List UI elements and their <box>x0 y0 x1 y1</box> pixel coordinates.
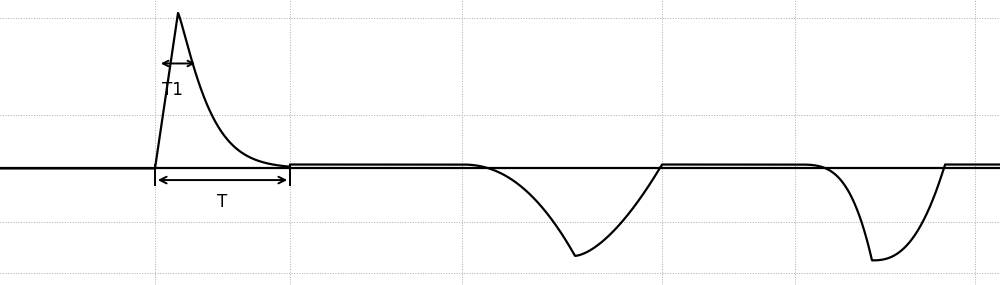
Text: T1: T1 <box>162 81 182 99</box>
Text: T: T <box>217 193 227 211</box>
